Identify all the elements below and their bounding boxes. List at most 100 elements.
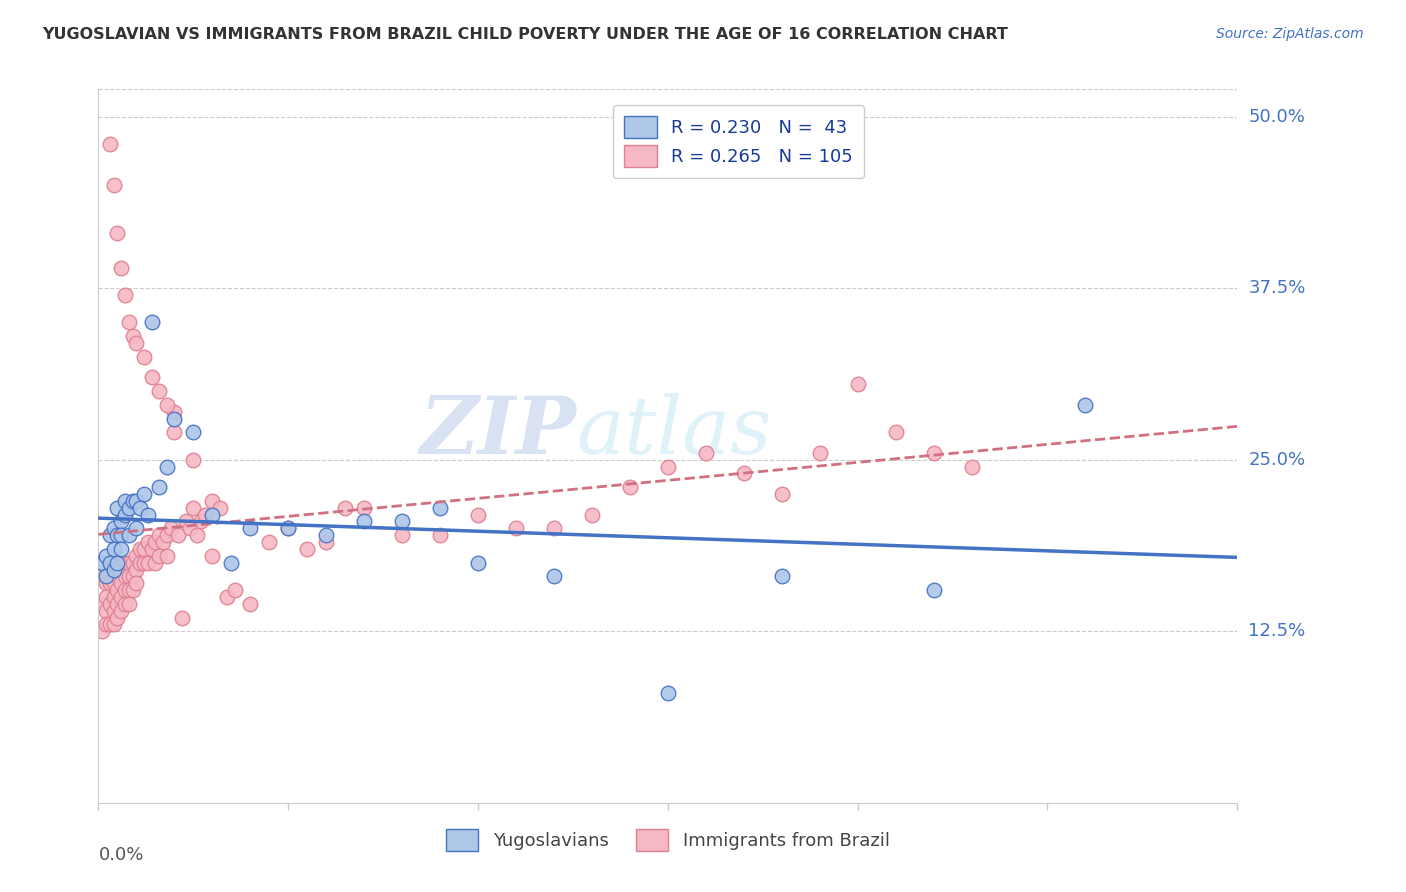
Point: [156, 528, 179, 542]
Point: [429, 528, 451, 542]
Point: [581, 508, 603, 522]
Point: [107, 569, 129, 583]
Point: [121, 583, 143, 598]
Point: [1074, 398, 1097, 412]
Point: [110, 590, 132, 604]
Point: [152, 535, 174, 549]
Point: [277, 521, 299, 535]
Text: 12.5%: 12.5%: [1249, 623, 1306, 640]
Point: [148, 384, 170, 398]
Point: [148, 480, 170, 494]
Point: [391, 528, 413, 542]
Point: [125, 336, 148, 351]
Point: [159, 521, 181, 535]
Point: [118, 597, 141, 611]
Point: [136, 508, 159, 522]
Point: [107, 227, 129, 241]
Point: [91, 597, 114, 611]
Point: [543, 521, 565, 535]
Point: [148, 549, 170, 563]
Point: [107, 583, 129, 598]
Point: [103, 521, 125, 535]
Point: [103, 562, 125, 576]
Point: [110, 576, 132, 591]
Point: [467, 556, 489, 570]
Point: [121, 329, 143, 343]
Point: [770, 569, 793, 583]
Point: [183, 425, 205, 440]
Point: [114, 288, 136, 302]
Point: [103, 541, 125, 556]
Text: ZIP: ZIP: [420, 393, 576, 470]
Point: [221, 556, 243, 570]
Point: [136, 535, 159, 549]
Point: [107, 556, 129, 570]
Point: [505, 521, 527, 535]
Point: [145, 556, 167, 570]
Point: [107, 528, 129, 542]
Point: [98, 556, 121, 570]
Point: [110, 260, 132, 275]
Text: 25.0%: 25.0%: [1249, 450, 1306, 468]
Point: [91, 556, 114, 570]
Point: [136, 556, 159, 570]
Point: [103, 576, 125, 591]
Point: [543, 569, 565, 583]
Point: [695, 446, 717, 460]
Point: [103, 178, 125, 193]
Point: [103, 604, 125, 618]
Point: [132, 350, 155, 364]
Point: [110, 528, 132, 542]
Point: [183, 452, 205, 467]
Point: [94, 590, 117, 604]
Point: [107, 500, 129, 515]
Point: [132, 556, 155, 570]
Point: [118, 316, 141, 330]
Point: [118, 583, 141, 598]
Point: [733, 467, 755, 481]
Point: [163, 411, 186, 425]
Point: [145, 535, 167, 549]
Text: 37.5%: 37.5%: [1249, 279, 1306, 297]
Point: [808, 446, 831, 460]
Point: [129, 556, 152, 570]
Point: [107, 610, 129, 624]
Text: atlas: atlas: [576, 393, 772, 470]
Point: [114, 494, 136, 508]
Point: [91, 624, 114, 639]
Point: [259, 535, 281, 549]
Point: [98, 528, 121, 542]
Point: [846, 377, 869, 392]
Point: [114, 508, 136, 522]
Point: [315, 528, 337, 542]
Point: [98, 137, 121, 152]
Point: [132, 487, 155, 501]
Point: [129, 541, 152, 556]
Point: [190, 515, 212, 529]
Point: [118, 500, 141, 515]
Point: [467, 508, 489, 522]
Point: [125, 562, 148, 576]
Point: [353, 500, 375, 515]
Point: [335, 500, 357, 515]
Point: [125, 549, 148, 563]
Point: [353, 515, 375, 529]
Point: [960, 459, 983, 474]
Point: [141, 370, 163, 384]
Point: [201, 508, 224, 522]
Point: [277, 521, 299, 535]
Point: [121, 569, 143, 583]
Point: [125, 494, 148, 508]
Point: [163, 425, 186, 440]
Point: [884, 425, 907, 440]
Point: [118, 556, 141, 570]
Text: 50.0%: 50.0%: [1249, 108, 1305, 126]
Point: [125, 576, 148, 591]
Point: [121, 494, 143, 508]
Point: [129, 500, 152, 515]
Point: [156, 549, 179, 563]
Point: [167, 528, 190, 542]
Point: [657, 459, 679, 474]
Point: [118, 528, 141, 542]
Point: [94, 604, 117, 618]
